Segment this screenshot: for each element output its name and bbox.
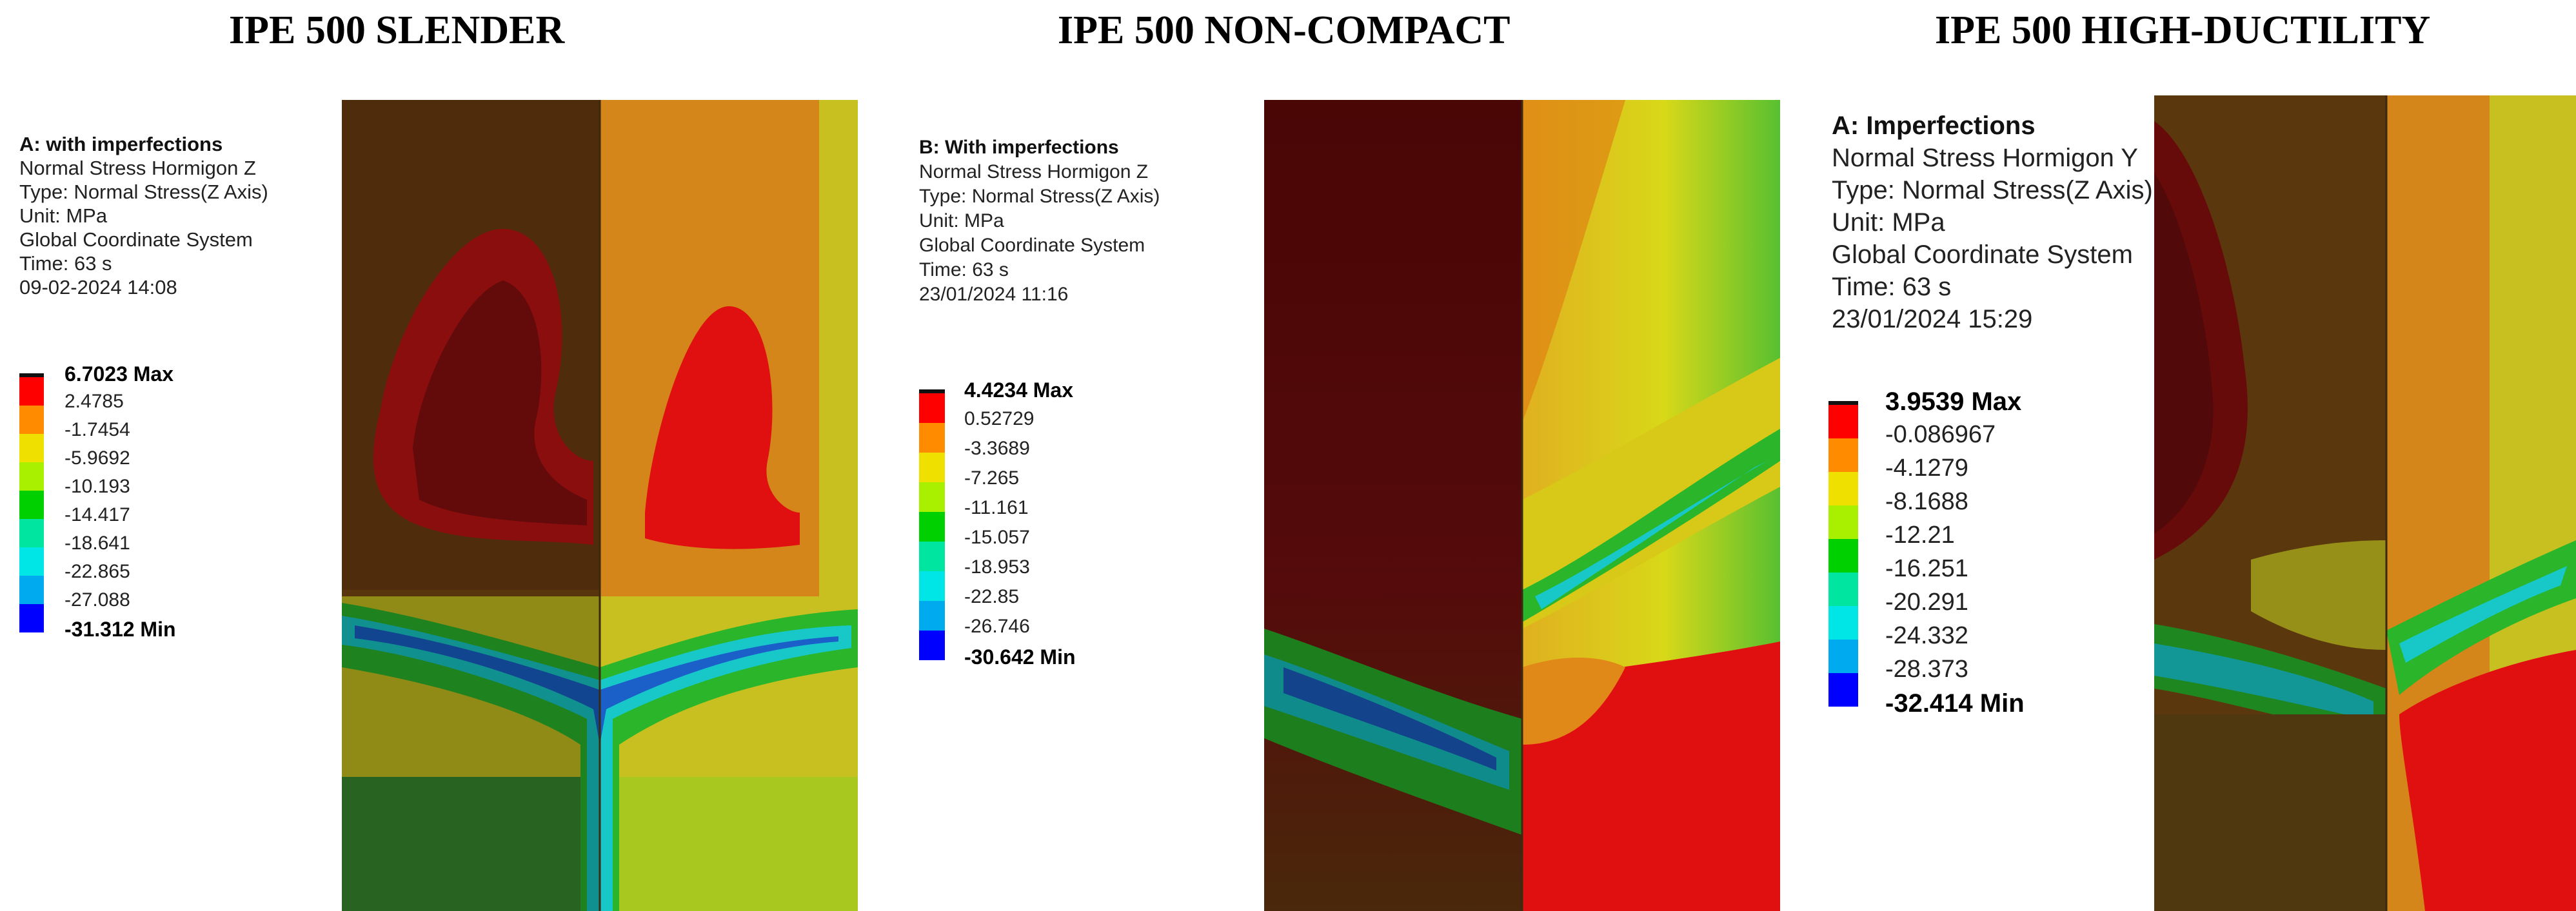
legend-value-label: -15.057 (964, 527, 1030, 548)
info-line: 23/01/2024 11:16 (919, 284, 1069, 305)
legend-value-label: -26.746 (964, 616, 1030, 637)
legend-swatch (1828, 472, 1858, 505)
info-line: Normal Stress Hormigon Z (919, 161, 1149, 182)
legend-value-label: -27.088 (64, 589, 130, 611)
legend-value-label: -0.086967 (1885, 421, 1996, 448)
legend-value-label: -22.865 (64, 561, 130, 582)
color-legend: 6.7023 Max 2.4785 -1.7454 -5.9692 -10.193 -14… (19, 0, 213, 911)
info-line: Global Coordinate System (919, 235, 1145, 256)
legend-value-label: -10.193 (64, 476, 130, 497)
legend-swatch (1828, 505, 1858, 539)
legend-swatch (19, 462, 44, 491)
legend-swatch (919, 512, 945, 542)
info-line: Unit: MPa (19, 204, 108, 227)
info-line: Normal Stress Hormigon Y (1832, 144, 2138, 172)
legend-value-label: -5.9692 (64, 447, 130, 469)
info-line: Time: 63 s (1832, 273, 1952, 301)
legend-min-label: -30.642 Min (964, 645, 1076, 669)
legend-swatch (19, 491, 44, 519)
info-line: Unit: MPa (919, 210, 1004, 231)
legend-value-label: -18.641 (64, 533, 130, 554)
legend-value-label: -20.291 (1885, 589, 1968, 616)
legend-value-label: -8.1688 (1885, 488, 1968, 515)
legend-swatch (1828, 640, 1858, 673)
legend-swatch (919, 542, 945, 571)
info-line: Type: Normal Stress(Z Axis) (919, 186, 1160, 207)
stress-contour-plot (2154, 95, 2576, 911)
stress-contour-plot (342, 100, 858, 911)
legend-swatch (919, 631, 945, 660)
panel-title: IPE 500 HIGH-DUCTILITY (1935, 8, 2431, 52)
legend-value-label: -4.1279 (1885, 455, 1968, 482)
result-header: A: with imperfections (19, 133, 223, 155)
info-line: Type: Normal Stress(Z Axis) (19, 181, 268, 203)
legend-swatch (19, 576, 44, 604)
legend-swatch (19, 434, 44, 462)
legend-swatch (19, 547, 44, 576)
stress-contour-plot (1264, 100, 1780, 911)
info-line: 09-02-2024 14:08 (19, 276, 177, 299)
legend-swatch (919, 601, 945, 631)
legend-swatch (919, 482, 945, 512)
result-info-block: A: Imperfections Normal Stress Hormigon … (1832, 110, 2153, 335)
legend-max-cap (1828, 401, 1858, 405)
legend-value-label: 0.52729 (964, 408, 1035, 429)
legend-swatch (919, 393, 945, 423)
info-line: Unit: MPa (1832, 208, 1945, 237)
info-line: Global Coordinate System (19, 228, 253, 251)
legend-swatch (919, 423, 945, 453)
legend-value-label: -24.332 (1885, 622, 1968, 649)
info-line: Type: Normal Stress(Z Axis) (1832, 176, 2153, 204)
legend-swatch (19, 406, 44, 434)
legend-swatch (1828, 438, 1858, 472)
legend-value-label: -7.265 (964, 467, 1020, 489)
result-header: A: Imperfections (1832, 112, 2036, 140)
legend-value-label: -22.85 (964, 586, 1020, 607)
info-line: Global Coordinate System (1832, 240, 2133, 269)
legend-value-label: -16.251 (1885, 555, 1968, 582)
legend-max-label: 3.9539 Max (1885, 387, 2022, 416)
legend-swatch (919, 453, 945, 482)
legend-value-label: -3.3689 (964, 438, 1030, 459)
legend-swatch (919, 571, 945, 601)
legend-swatch (1828, 673, 1858, 707)
legend-swatch (1828, 405, 1858, 438)
legend-swatch (19, 377, 44, 406)
result-header: B: With imperfections (919, 137, 1119, 158)
panel-title: IPE 500 SLENDER (229, 8, 565, 52)
legend-value-label: -14.417 (64, 504, 130, 525)
legend-min-label: -32.414 Min (1885, 689, 2025, 718)
color-legend: 4.4234 Max 0.52729 -3.3689 -7.265 -11.161 -15… (919, 0, 1125, 911)
legend-swatch (1828, 539, 1858, 573)
legend-max-cap (19, 373, 44, 377)
legend-swatch (1828, 573, 1858, 606)
legend-swatch (19, 519, 44, 547)
legend-max-cap (919, 389, 945, 393)
legend-value-label: -12.21 (1885, 522, 1955, 549)
legend-swatch (19, 604, 44, 632)
legend-value-label: -28.373 (1885, 656, 1968, 683)
legend-value-label: -11.161 (964, 497, 1029, 518)
info-line: Normal Stress Hormigon Z (19, 157, 256, 179)
legend-max-label: 6.7023 Max (64, 362, 174, 386)
legend-swatch (1828, 606, 1858, 640)
legend-min-label: -31.312 Min (64, 618, 176, 641)
panel-title: IPE 500 NON-COMPACT (1058, 8, 1511, 52)
color-legend: 3.9539 Max -0.086967 -4.1279 -8.1688 -12.21 -… (1828, 0, 2035, 911)
info-line: Time: 63 s (919, 259, 1009, 280)
legend-value-label: 2.4785 (64, 391, 124, 412)
info-line: Time: 63 s (19, 252, 112, 275)
info-line: 23/01/2024 15:29 (1832, 305, 2033, 333)
result-info-block: A: with imperfections Normal Stress Horm… (19, 132, 268, 299)
legend-max-label: 4.4234 Max (964, 378, 1074, 402)
legend-value-label: -18.953 (964, 556, 1030, 578)
legend-value-label: -1.7454 (64, 419, 130, 440)
result-info-block: B: With imperfections Normal Stress Horm… (919, 135, 1160, 307)
